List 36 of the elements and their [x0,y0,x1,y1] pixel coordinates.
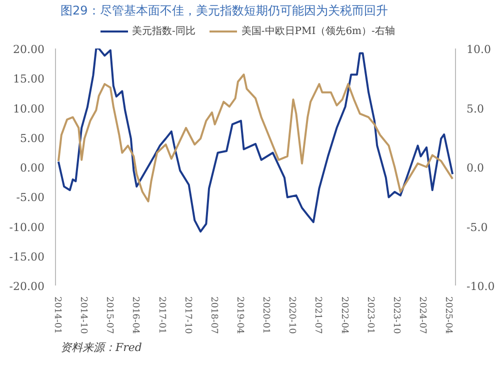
x-tick-label: 2024-07 [417,296,428,334]
x-tick-label: 2017-01 [156,296,166,334]
y-tick-label: 20.00 [13,43,45,56]
y-tick-label: 5.00 [20,132,45,145]
y-tick-label: 10.00 [13,102,45,116]
x-tick-label: 2021-07 [312,296,323,334]
y-tick-label: 0.00 [20,162,45,174]
x-tick-label: 2020-10 [286,296,297,334]
y2-tick-label: -10.0 [466,280,495,293]
y-tick-label: -5.00 [16,191,45,204]
x-tick-label: 2014-01 [52,296,62,334]
x-tick-label: 2020-01 [260,296,271,334]
chart-title: 图29：尽管基本面不佳，美元指数短期仍可能因为关税而回升 [60,4,388,18]
y-tick-label: -15.00 [9,250,45,264]
x-tick-label: 2019-04 [234,296,244,334]
line-series [57,48,454,233]
y-tick-label: 15.00 [13,72,45,86]
x-tick-label: 2016-04 [130,296,140,334]
legend-label: 美元指数-同比 [132,24,196,38]
text: 资料来源：Fred [60,341,142,354]
x-tick-label: 2023-10 [391,296,401,334]
x-tick-label: 2018-07 [208,296,218,334]
x-tick-label: 2017-10 [182,296,192,334]
y2-tick-label: 0.0 [466,162,484,174]
x-tick-label: 2025-04 [443,296,454,334]
line-series [57,74,454,202]
y2-tick-label: 5.0 [466,102,484,116]
y2-tick-label: 10.0 [466,43,491,56]
x-tick-label: 2022-04 [338,296,349,334]
legend-label: 美国-中欧日PMI（领先6m）-右轴 [241,24,395,38]
x-tick-label: 2023-01 [365,296,375,334]
y2-tick-label: -5.0 [466,220,488,234]
y-tick-label: -10.00 [9,220,45,234]
x-tick-label: 2014-10 [78,296,88,334]
y-tick-label: -20.00 [9,280,45,293]
x-tick-label: 2015-07 [104,296,114,334]
